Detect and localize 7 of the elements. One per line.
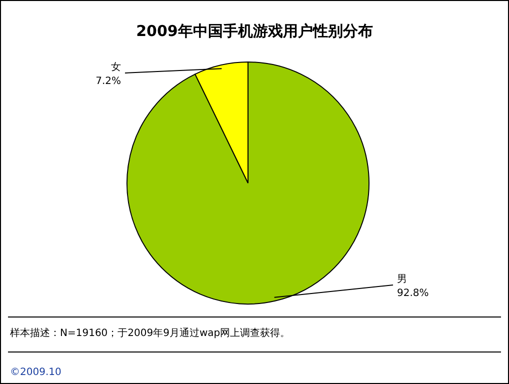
slice-label: 女 [111, 61, 121, 73]
text: ©2009.10 [10, 367, 62, 378]
slice-label: 男 [397, 274, 407, 285]
text: 样本描述：N=19160；于2009年9月通过wap网上调查获得。 [10, 327, 290, 339]
data-label: 7.2% [96, 76, 121, 87]
chart-title: 2009年中国手机游戏用户性别分布 [136, 22, 373, 40]
data-label: 92.8% [397, 288, 429, 299]
